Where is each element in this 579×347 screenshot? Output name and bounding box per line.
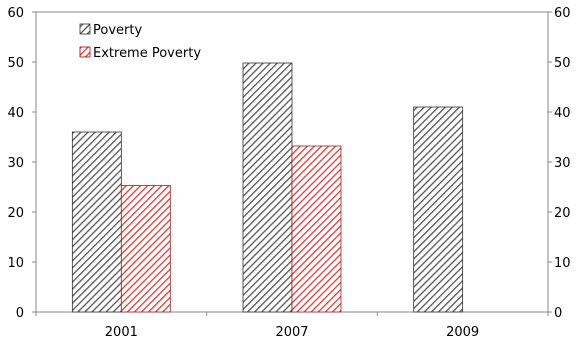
y-tick-label-left: 40 xyxy=(7,106,24,121)
y-axis-left: 0 10 20 30 40 50 60 xyxy=(7,6,36,321)
y-tick-label-right: 0 xyxy=(554,306,562,321)
x-tick-label: 2007 xyxy=(275,325,308,340)
y-tick-label-right: 50 xyxy=(554,56,571,71)
y-tick-label-right: 10 xyxy=(554,256,571,271)
y-tick-label-left: 20 xyxy=(7,206,24,221)
x-axis: 2001 2007 2009 xyxy=(35,312,549,340)
y-tick-label-right: 20 xyxy=(554,206,571,221)
bars xyxy=(71,62,464,313)
legend-label-poverty: Poverty xyxy=(93,23,142,38)
y-tick-label-right: 30 xyxy=(554,156,571,171)
bar-extreme-poverty-2007 xyxy=(291,145,342,313)
x-tick-label: 2009 xyxy=(446,325,479,340)
y-tick-label-left: 50 xyxy=(7,56,24,71)
bar-extreme-poverty-2001 xyxy=(120,185,171,313)
y-tick-label-right: 40 xyxy=(554,106,571,121)
legend-label-extreme-poverty: Extreme Poverty xyxy=(93,46,201,61)
legend-swatch-poverty xyxy=(79,23,91,35)
y-tick-label-left: 0 xyxy=(16,306,24,321)
bar-poverty-2007 xyxy=(242,62,293,313)
y-tick-label-right: 60 xyxy=(554,6,571,21)
legend: Poverty Extreme Poverty xyxy=(79,23,201,61)
y-axis-right: 0 10 20 30 40 50 60 xyxy=(548,6,571,321)
bar-poverty-2009 xyxy=(413,106,464,313)
x-tick-label: 2001 xyxy=(105,325,138,340)
y-tick-label-left: 10 xyxy=(7,256,24,271)
y-tick-label-left: 30 xyxy=(7,156,24,171)
bar-poverty-2001 xyxy=(71,131,122,313)
y-tick-label-left: 60 xyxy=(7,6,24,21)
legend-swatch-extreme-poverty xyxy=(79,46,91,58)
